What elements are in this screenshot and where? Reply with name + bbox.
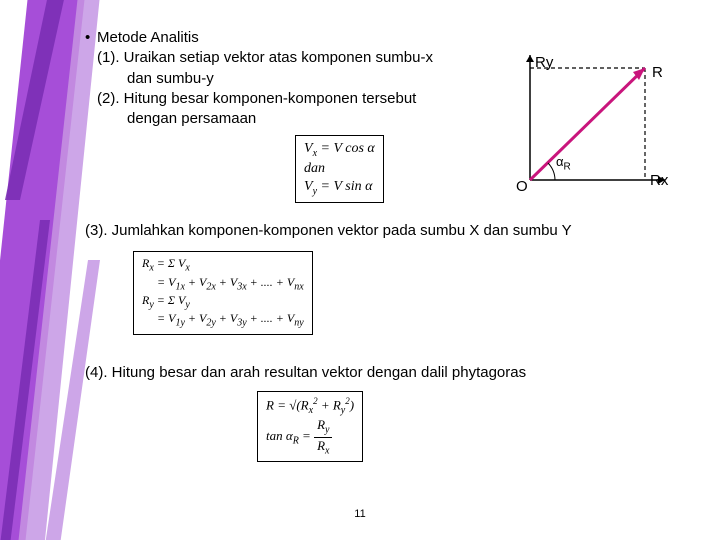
label-o: O (516, 178, 528, 195)
label-ry: Ry (535, 54, 553, 71)
label-r: R (652, 64, 663, 81)
page-number: 11 (0, 508, 720, 520)
bullet: • (85, 28, 97, 48)
equation-block-2: Rx = Σ Vx = V1x + V2x + V3x + .... + Vnx… (133, 251, 692, 335)
label-rx: Rx (650, 172, 668, 189)
step4: (4). Hitung besar dan arah resultan vekt… (85, 363, 692, 383)
step3: (3). Jumlahkan komponen-komponen vektor … (85, 221, 692, 241)
title: Metode Analitis (97, 28, 199, 48)
vector-diagram: Ry R Rx O αR (500, 50, 675, 205)
equation-block-3: R = √(Rx2 + Ry2) tan αR = RyRx (257, 391, 692, 462)
label-alpha: αR (556, 154, 571, 173)
